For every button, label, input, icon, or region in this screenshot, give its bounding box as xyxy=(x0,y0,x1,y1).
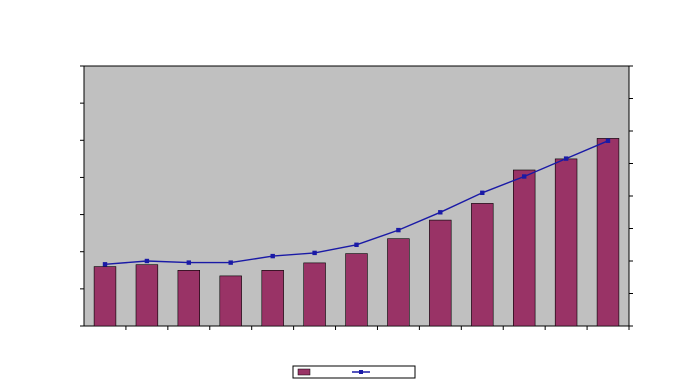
line-point xyxy=(480,190,485,195)
bar xyxy=(429,219,452,327)
bar xyxy=(261,269,284,327)
line-point xyxy=(522,174,527,179)
line-point xyxy=(563,156,569,161)
line-point xyxy=(186,260,191,265)
line-point xyxy=(144,258,150,264)
line-point xyxy=(396,227,401,233)
legend xyxy=(292,365,416,379)
right-axis xyxy=(629,65,633,327)
bar xyxy=(512,169,536,327)
legend-swatch-marker xyxy=(359,370,363,374)
bar xyxy=(135,264,159,327)
line-point xyxy=(605,138,611,143)
bar xyxy=(596,138,620,327)
bar xyxy=(93,266,117,327)
bar xyxy=(303,262,326,327)
line-point xyxy=(354,242,359,247)
bar xyxy=(471,203,494,327)
x-axis xyxy=(125,326,630,330)
bar xyxy=(387,238,410,327)
line-point xyxy=(312,250,317,256)
line-series xyxy=(102,138,611,267)
bar xyxy=(177,269,200,327)
bar xyxy=(554,158,578,327)
legend-swatch-bar xyxy=(297,368,311,376)
line-point xyxy=(270,253,275,259)
line-point xyxy=(228,260,233,265)
line-point xyxy=(102,262,108,267)
left-axis xyxy=(80,65,84,327)
bar xyxy=(219,275,242,327)
bar-series xyxy=(93,138,620,327)
line-point xyxy=(438,210,443,215)
bar xyxy=(345,253,368,327)
